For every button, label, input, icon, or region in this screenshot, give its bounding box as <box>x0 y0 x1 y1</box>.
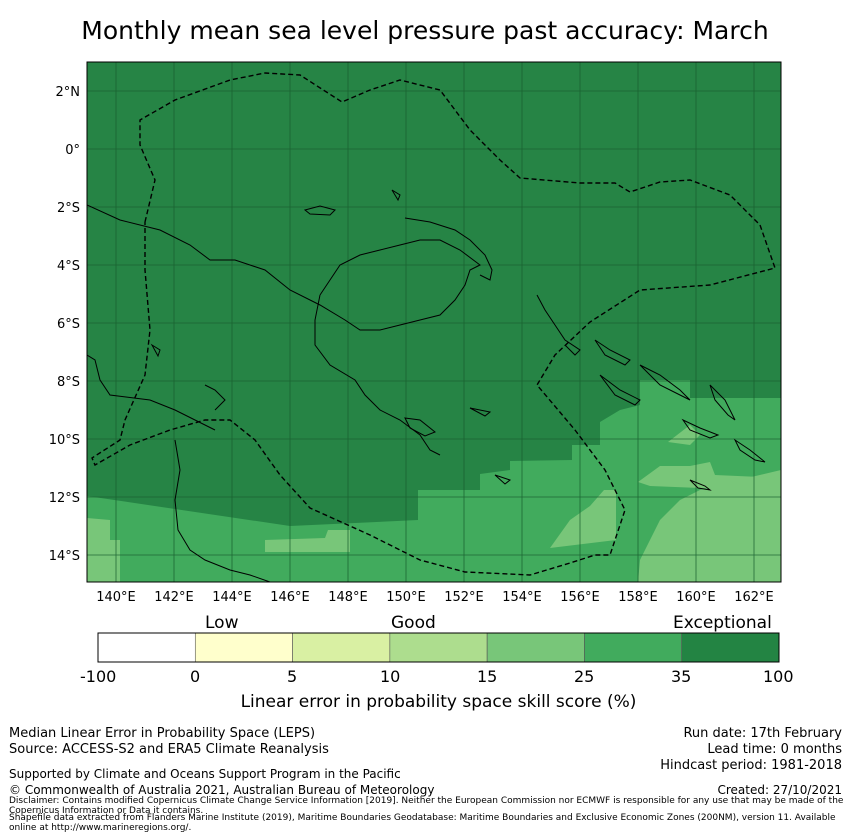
category-low: Low <box>205 613 239 633</box>
lat-tick: 10°S <box>49 433 80 448</box>
colorbar-tick: 10 <box>380 667 401 686</box>
lat-tick: 8°S <box>57 375 80 390</box>
lat-tick: 12°S <box>49 491 80 506</box>
copyright-line: © Commonwealth of Australia 2021, Austra… <box>9 783 435 797</box>
category-exceptional: Exceptional <box>673 613 772 633</box>
lon-tick: 148°E <box>328 590 368 605</box>
colorbar-tick: 25 <box>574 667 595 686</box>
map-frame <box>86 61 782 583</box>
colorbar-label: Linear error in probability space skill … <box>240 692 637 712</box>
colorbar-segment <box>681 632 780 663</box>
created-date: Created: 27/10/2021 <box>717 783 842 797</box>
map-grid <box>87 62 781 582</box>
lon-tick: 160°E <box>676 590 716 605</box>
colorbar-segment <box>292 632 391 663</box>
colorbar-segment <box>194 632 293 663</box>
leps-line: Median Linear Error in Probability Space… <box>9 726 316 741</box>
colorbar-tick: 100 <box>763 667 794 686</box>
colorbar-frame <box>97 632 780 663</box>
disclaimer: Disclaimer: Contains modified Copernicus… <box>9 796 844 816</box>
lat-tick-labels: 2°N 0° 2°S 4°S 6°S 8°S 10°S 12°S 14°S <box>49 85 80 564</box>
info-left: Median Linear Error in Probability Space… <box>9 726 329 758</box>
colorbar-segment <box>97 632 196 663</box>
chart-title: Monthly mean sea level pressure past acc… <box>81 16 769 45</box>
lat-tick: 0° <box>65 143 80 158</box>
lon-tick: 146°E <box>270 590 310 605</box>
colorbar-tick: 35 <box>671 667 692 686</box>
colorbar-segment <box>584 632 683 663</box>
lat-tick: 2°S <box>57 201 80 216</box>
hindcast-period: Hindcast period: 1981-2018 <box>660 758 842 773</box>
colorbar-segment <box>389 632 488 663</box>
lon-tick: 158°E <box>618 590 658 605</box>
colorbar-tick: -100 <box>80 667 117 686</box>
lon-tick: 152°E <box>444 590 484 605</box>
coastlines <box>87 189 766 582</box>
lon-tick: 156°E <box>560 590 600 605</box>
skill-region-low <box>87 425 781 582</box>
colorbar-tick: 0 <box>190 667 201 686</box>
colorbar <box>97 632 780 663</box>
lead-time: Lead time: 0 months <box>707 742 842 757</box>
skill-region-medium-inner <box>153 555 265 582</box>
run-date: Run date: 17th February <box>683 726 842 741</box>
lon-tick: 144°E <box>212 590 252 605</box>
lat-tick: 14°S <box>49 549 80 564</box>
lon-tick: 154°E <box>502 590 542 605</box>
lon-tick: 142°E <box>154 590 194 605</box>
source-line: Source: ACCESS-S2 and ERA5 Climate Reana… <box>9 742 329 757</box>
support-line: Supported by Climate and Oceans Support … <box>9 767 401 781</box>
lon-tick: 140°E <box>96 590 136 605</box>
colorbar-tick: 15 <box>477 667 498 686</box>
category-good: Good <box>391 613 436 633</box>
lat-tick: 2°N <box>56 85 81 100</box>
info-right: Run date: 17th February Lead time: 0 mon… <box>660 726 842 774</box>
colorbar-segment <box>486 632 585 663</box>
lat-tick: 6°S <box>57 317 80 332</box>
colorbar-tick: 5 <box>287 667 298 686</box>
lon-tick-labels: 140°E 142°E 144°E 146°E 148°E 150°E 152°… <box>96 590 774 605</box>
lon-tick: 150°E <box>386 590 426 605</box>
lat-tick: 4°S <box>57 259 80 274</box>
eez-boundary <box>91 72 776 576</box>
lon-tick: 162°E <box>734 590 774 605</box>
shapefile-credit: Shapefile data extracted from Flanders M… <box>9 813 836 833</box>
